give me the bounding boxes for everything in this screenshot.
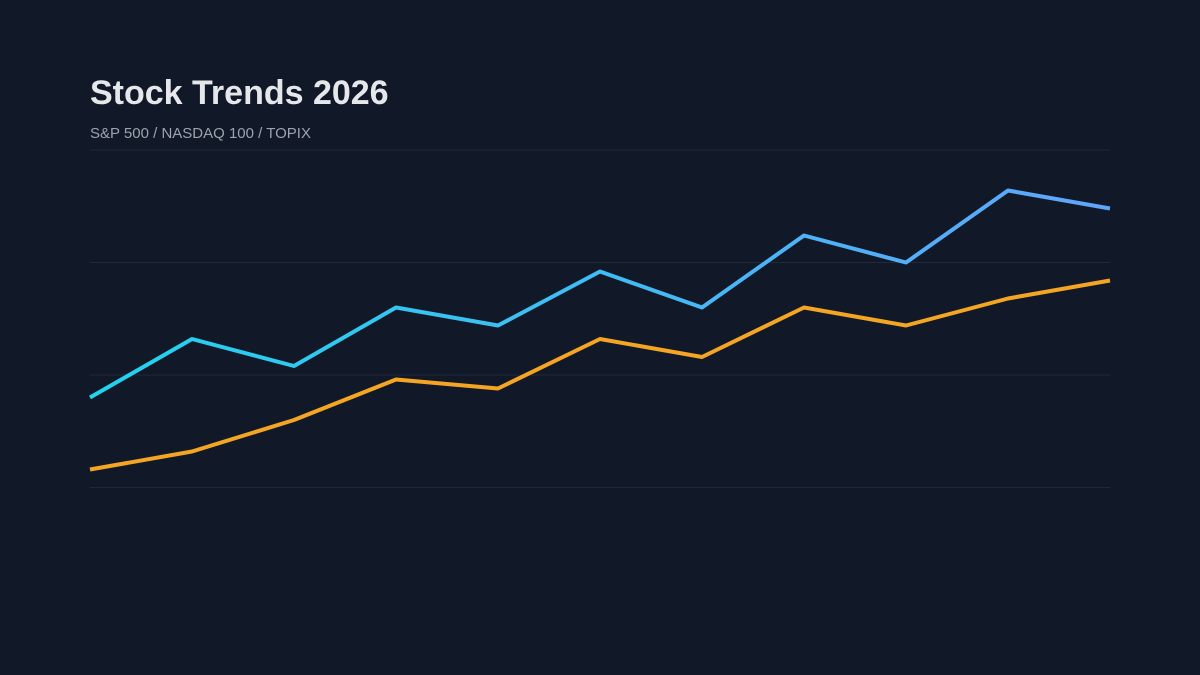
series-1-point-4	[495, 386, 501, 392]
series-line-1	[89, 278, 1111, 472]
series-0-point-0	[87, 395, 93, 401]
series-0-point-1	[189, 336, 195, 342]
series-0-point-2	[291, 363, 297, 369]
chart-title: Stock Trends 2026	[90, 74, 389, 112]
series-1-point-7	[801, 305, 807, 311]
series-0-point-6	[699, 305, 705, 311]
series-1-point-5	[597, 336, 603, 342]
series-0-point-5	[597, 269, 603, 275]
series-1-point-6	[699, 354, 705, 360]
series-0-point-3	[393, 305, 399, 311]
series-line-0	[89, 188, 1111, 400]
series-0-point-4	[495, 323, 501, 329]
series-1-point-10	[1107, 278, 1113, 284]
series-1-point-3	[393, 377, 399, 383]
chart-subtitle: S&P 500 / NASDAQ 100 / TOPIX	[90, 125, 311, 142]
series-1-point-8	[903, 323, 909, 329]
series-1-point-0	[87, 467, 93, 473]
series-0-point-7	[801, 233, 807, 239]
gridlines	[90, 149, 1110, 488]
series-0-point-9	[1005, 188, 1011, 194]
series-1-point-2	[291, 417, 297, 423]
series-0-point-8	[903, 260, 909, 266]
series-layer	[87, 188, 1113, 473]
series-1-point-1	[189, 449, 195, 455]
series-0-point-10	[1107, 206, 1113, 212]
series-1-point-9	[1005, 296, 1011, 302]
